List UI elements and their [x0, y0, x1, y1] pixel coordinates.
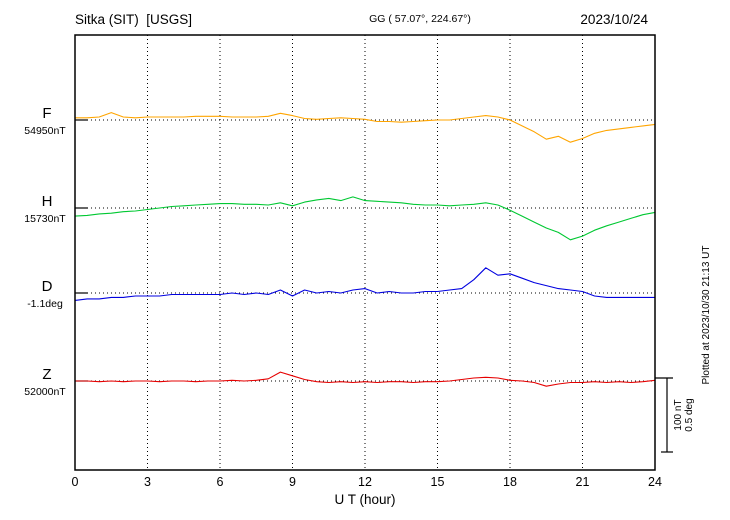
scale-label-nt: 100 nT: [673, 399, 684, 430]
series-label-D: D: [42, 278, 53, 295]
x-tick-label-3: 3: [144, 475, 151, 489]
trace-F: [74, 112, 656, 143]
series-baseline-value-D: -1.1deg: [27, 298, 63, 310]
series-label-Z: Z: [42, 366, 51, 383]
trace-H: [74, 196, 656, 241]
geographic-coords: GG ( 57.07°, 224.67°): [369, 13, 471, 25]
plot-frame: [74, 34, 656, 471]
scale-label-deg: 0.5 deg: [684, 398, 695, 431]
chart-layer: 0 3 6 9 12 15 18 21 24 F 54950nT H 15730nT D -1.1deg Z 5…: [24, 35, 662, 489]
plot-date: 2023/10/24: [580, 12, 648, 27]
x-tick-label-18: 18: [503, 475, 517, 489]
station-title: Sitka (SIT) [USGS]: [75, 12, 192, 27]
x-tick-label-21: 21: [576, 475, 590, 489]
x-tick-label-0: 0: [72, 475, 79, 489]
plotted-at-note: Plotted at 2023/10/30 21:13 UT: [701, 246, 712, 385]
series-baseline-value-Z: 52000nT: [24, 386, 66, 398]
series-label-H: H: [42, 193, 53, 210]
series-baseline-value-F: 54950nT: [24, 125, 66, 137]
trace-D: [74, 267, 656, 301]
x-tick-label-9: 9: [289, 475, 296, 489]
x-tick-label-6: 6: [217, 475, 224, 489]
trace-Z: [74, 371, 656, 387]
series-baseline-value-H: 15730nT: [24, 213, 66, 225]
x-tick-label-24: 24: [648, 475, 662, 489]
x-tick-label-15: 15: [431, 475, 445, 489]
x-axis-label: U T (hour): [334, 492, 395, 507]
x-tick-label-12: 12: [358, 475, 372, 489]
amplitude-scale-bar: [655, 377, 673, 453]
series-label-F: F: [42, 105, 51, 122]
